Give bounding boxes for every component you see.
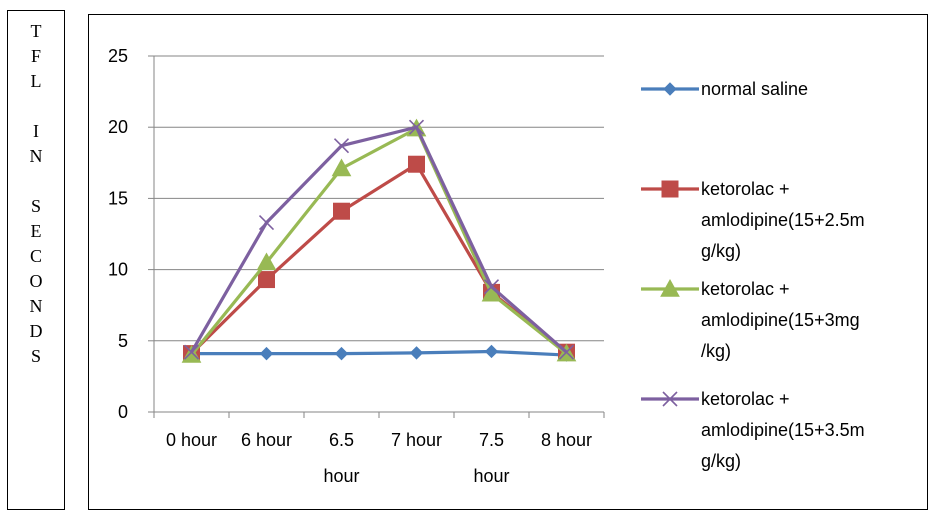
y-tick-label: 0 — [118, 402, 128, 422]
x-tick-label: 7 hour — [391, 430, 442, 450]
data-point — [408, 155, 425, 173]
data-point — [259, 346, 274, 361]
series-line — [191, 349, 567, 357]
data-point — [183, 344, 200, 360]
y-axis-label-letter: O — [29, 271, 43, 291]
data-point — [181, 345, 202, 363]
y-tick-label: 20 — [108, 117, 128, 137]
series-line — [190, 125, 568, 354]
data-point — [333, 138, 350, 154]
y-tick-label: 5 — [118, 331, 128, 351]
y-axis-label-letter: N — [29, 146, 43, 166]
y-tick-label: 25 — [108, 46, 128, 66]
y-axis-label-letter: C — [29, 246, 42, 266]
legend-entry: ketorolac + amlodipine(15+3mg/kg) — [701, 279, 860, 361]
y-axis-label-letter: S — [30, 346, 41, 366]
y-axis-label-letter: E — [30, 221, 42, 241]
y-axis-label-letter: I — [33, 121, 39, 141]
line-chart: 0 5 10 15 20 25 0 hour 6 hour 6.5 hour 7 hour 7.5 ho… — [108, 46, 865, 486]
y-tick-label: 15 — [108, 188, 128, 208]
x-tick-label: 8 hour — [541, 430, 592, 450]
legend-marker — [662, 391, 678, 407]
series-line — [190, 162, 568, 355]
data-point — [483, 279, 500, 295]
x-tick-label: 7.5 hour — [473, 430, 509, 486]
data-point — [256, 252, 277, 271]
data-point — [333, 202, 350, 220]
legend-entry: ketorolac + amlodipine(15+3.5m g/kg) — [701, 389, 865, 471]
y-axis-label-letter: T — [30, 21, 42, 41]
legend-entry: ketorolac + amlodipine(15+2.5m g/kg) — [701, 179, 865, 261]
data-point — [558, 344, 575, 360]
y-axis-label-letter: N — [29, 296, 43, 316]
data-point — [484, 344, 499, 359]
data-point — [334, 346, 349, 361]
x-tick-label: 0 hour — [166, 430, 217, 450]
legend-marker — [660, 278, 680, 297]
chart-area: 0 5 10 15 20 25 0 hour 6 hour 6.5 hour 7 hour 7.5 ho… — [88, 14, 928, 510]
y-axis-label-letter: D — [29, 321, 43, 341]
data-point — [408, 119, 425, 135]
legend-marker — [661, 180, 679, 198]
series-line — [190, 127, 568, 357]
data-point — [331, 158, 352, 177]
data-point — [258, 271, 275, 289]
data-point — [481, 283, 502, 302]
x-tick-label: 6.5 hour — [323, 430, 359, 486]
data-point — [258, 215, 275, 231]
y-tick-label: 10 — [108, 260, 128, 280]
y-axis-label-letter: L — [30, 71, 42, 91]
y-axis-label-letter: S — [30, 196, 41, 216]
legend-entry: normal saline — [701, 79, 808, 99]
x-tick-label: 6 hour — [241, 430, 292, 450]
y-axis-label-letter: F — [30, 46, 41, 66]
data-point — [409, 346, 424, 360]
legend-marker — [663, 82, 677, 96]
